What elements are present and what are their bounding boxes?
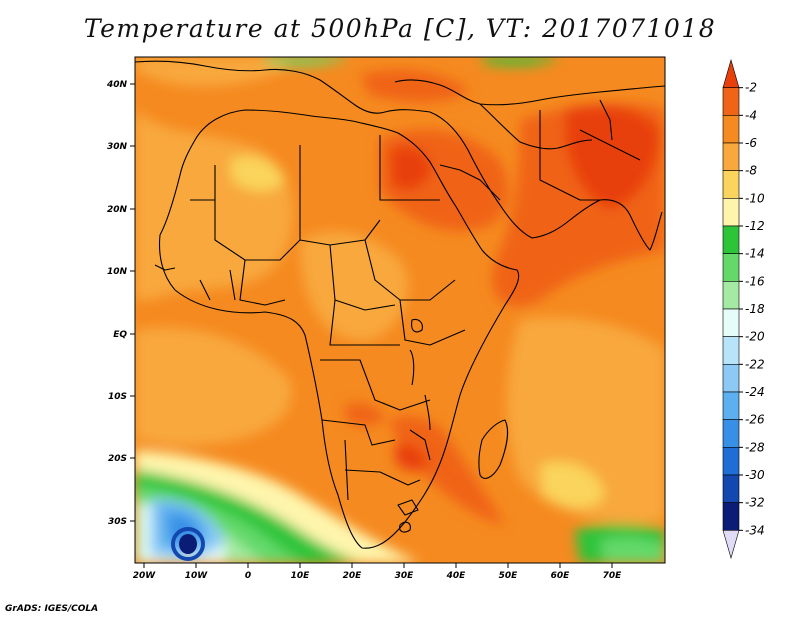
colorbar-label: -16 (745, 274, 765, 288)
colorbar-label: -22 (745, 357, 765, 371)
lat-label: 40N (106, 80, 128, 90)
colorbar-label: -4 (745, 108, 757, 122)
colorbar-swatch (722, 87, 740, 116)
colorbar-label: -34 (745, 523, 765, 537)
colorbar-label: -12 (745, 219, 765, 233)
temperature-field (135, 57, 665, 563)
colorbar-label: -28 (745, 440, 765, 454)
lon-label: 40E (446, 571, 467, 581)
lon-label: 30E (395, 571, 415, 581)
colorbar-label: -32 (745, 496, 765, 510)
colorbar-swatch (722, 115, 740, 144)
latitude-labels: 40N 30N 20N 10N EQ 10S 20S 30S (106, 80, 128, 527)
colorbar-swatch (722, 474, 740, 503)
colorbar-swatch (722, 447, 740, 476)
lat-label: 30N (107, 142, 128, 152)
map-title: Temperature at 500hPa [C], VT: 201707101… (83, 14, 717, 43)
axis-ticks (130, 83, 613, 568)
colorbar-label: -30 (745, 468, 765, 482)
colorbar-swatch (722, 308, 740, 337)
lat-label: 20S (108, 454, 127, 464)
colorbar-swatch (722, 364, 740, 393)
lon-label: 0 (245, 571, 251, 581)
colorbar-label: -8 (745, 164, 757, 178)
colorbar-label: -2 (745, 81, 757, 95)
colorbar-swatch (722, 58, 740, 88)
colorbar-label: -10 (745, 191, 765, 205)
colorbar-swatch (722, 530, 740, 560)
lat-label: 10S (108, 392, 127, 402)
colorbar-swatch (722, 170, 740, 199)
colorbar-swatch (722, 419, 740, 448)
map-frame-border (134, 56, 666, 564)
lon-label: 50E (499, 571, 519, 581)
colorbar-label: -20 (745, 330, 765, 344)
lon-label: 10W (185, 571, 209, 581)
lon-label: 60E (551, 571, 571, 581)
colorbar-label: -26 (745, 413, 765, 427)
lat-label: 10N (107, 267, 128, 277)
colorbar-swatch (722, 225, 740, 254)
coastline-and-borders (135, 60, 665, 549)
colorbar-swatch (722, 198, 740, 227)
colorbar-label: -14 (745, 247, 765, 261)
lon-label: 20E (343, 571, 363, 581)
lon-label: 20W (133, 571, 157, 581)
lat-label: 30S (108, 517, 127, 527)
colorbar-label: -18 (745, 302, 765, 316)
colorbar-swatch (722, 142, 740, 171)
colorbar-swatch (722, 336, 740, 365)
colorbar-swatch (722, 502, 740, 531)
lon-label: 70E (603, 571, 623, 581)
colorbar: -2 -4 -6 -8 -10 -12 -14 -16 -18 -20 -22 -24 -26 -28 -3… (722, 58, 765, 560)
lat-label: 20N (107, 205, 128, 215)
colorbar-label: -24 (745, 385, 765, 399)
colorbar-label: -6 (745, 136, 757, 150)
lon-label: 10E (291, 571, 311, 581)
colorbar-swatch (722, 281, 740, 310)
lat-label: EQ (113, 330, 127, 340)
longitude-labels: 20W 10W 0 10E 20E 30E 40E 50E 60E 70E (133, 571, 622, 581)
grads-credit: GrADS: IGES/COLA (5, 604, 99, 614)
colorbar-swatch (722, 253, 740, 282)
colorbar-swatch (722, 391, 740, 420)
